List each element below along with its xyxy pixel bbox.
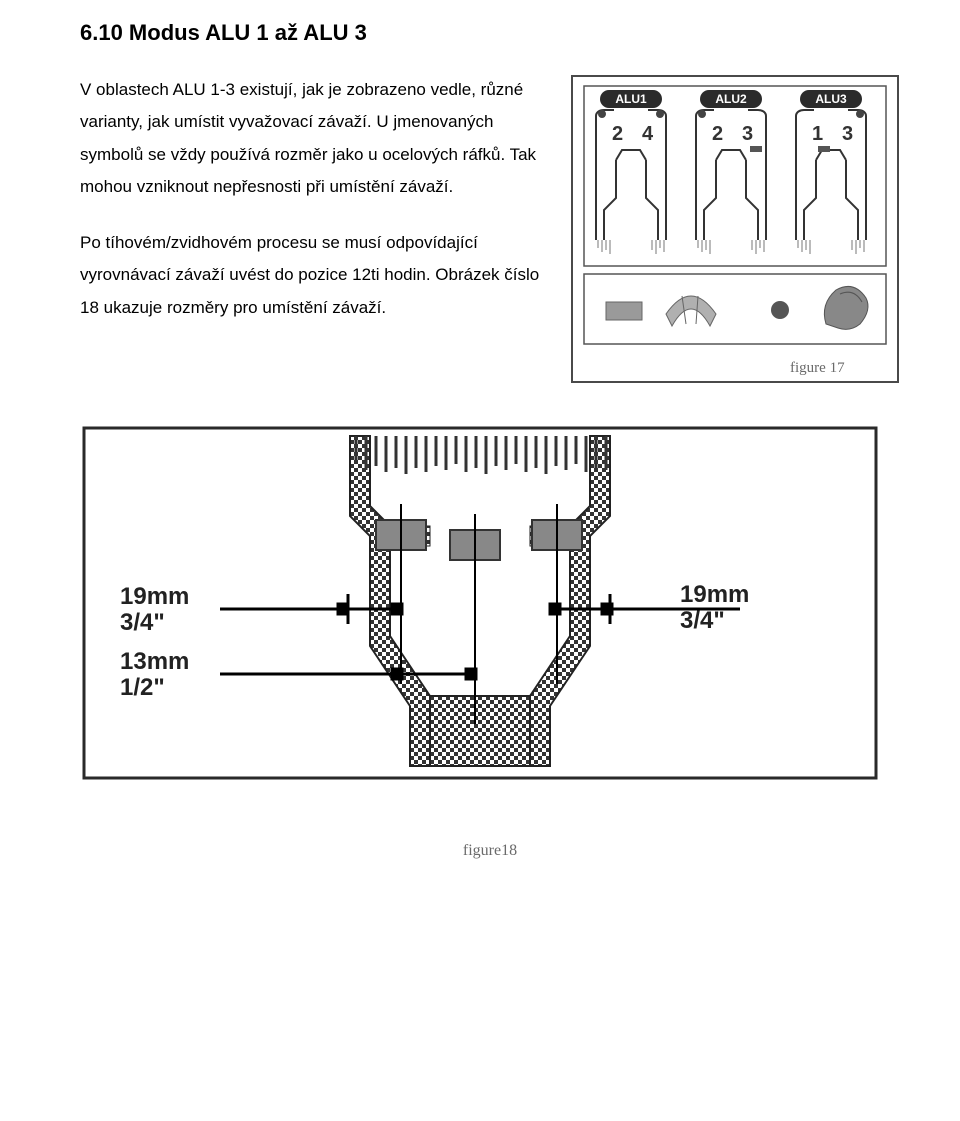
figure-17: ALU1	[570, 74, 900, 384]
fig18-left-bot-in: 1/2"	[120, 674, 165, 701]
text-column: V oblastech ALU 1-3 existují, jak je zob…	[80, 74, 542, 348]
alu1-label: ALU1	[615, 92, 647, 106]
figure-18-svg: 19mm 3/4" 13mm 1/2" 19mm 3/4"	[80, 424, 880, 824]
alu3-num-right: 3	[842, 123, 853, 145]
alu3-label: ALU3	[815, 92, 847, 106]
alu2-num-left: 2	[712, 123, 723, 145]
alu3-num-left: 1	[812, 123, 823, 145]
alu2-num-right: 3	[742, 123, 753, 145]
top-row: V oblastech ALU 1-3 existují, jak je zob…	[80, 74, 900, 384]
figure-18: 19mm 3/4" 13mm 1/2" 19mm 3/4" figure18	[80, 424, 900, 860]
alu1-num-right: 4	[642, 123, 654, 145]
figure-17-svg: ALU1	[570, 74, 900, 384]
alu1-num-left: 2	[612, 123, 623, 145]
paragraph-1: V oblastech ALU 1-3 existují, jak je zob…	[80, 74, 542, 203]
figure-17-caption: figure 17	[790, 360, 845, 376]
fig18-left-top-mm: 19mm	[120, 583, 189, 610]
alu2-label: ALU2	[715, 92, 747, 106]
figure-18-caption: figure18	[80, 842, 900, 860]
fig18-left-top-in: 3/4"	[120, 609, 165, 636]
page: 6.10 Modus ALU 1 až ALU 3 V oblastech AL…	[0, 0, 960, 1121]
fig18-right-mm: 19mm	[680, 581, 749, 608]
fig18-left-bot-mm: 13mm	[120, 648, 189, 675]
fig18-right-in: 3/4"	[680, 607, 725, 634]
heading-6-10: 6.10 Modus ALU 1 až ALU 3	[80, 20, 900, 46]
paragraph-2: Po tíhovém/zvidhovém procesu se musí odp…	[80, 227, 542, 324]
